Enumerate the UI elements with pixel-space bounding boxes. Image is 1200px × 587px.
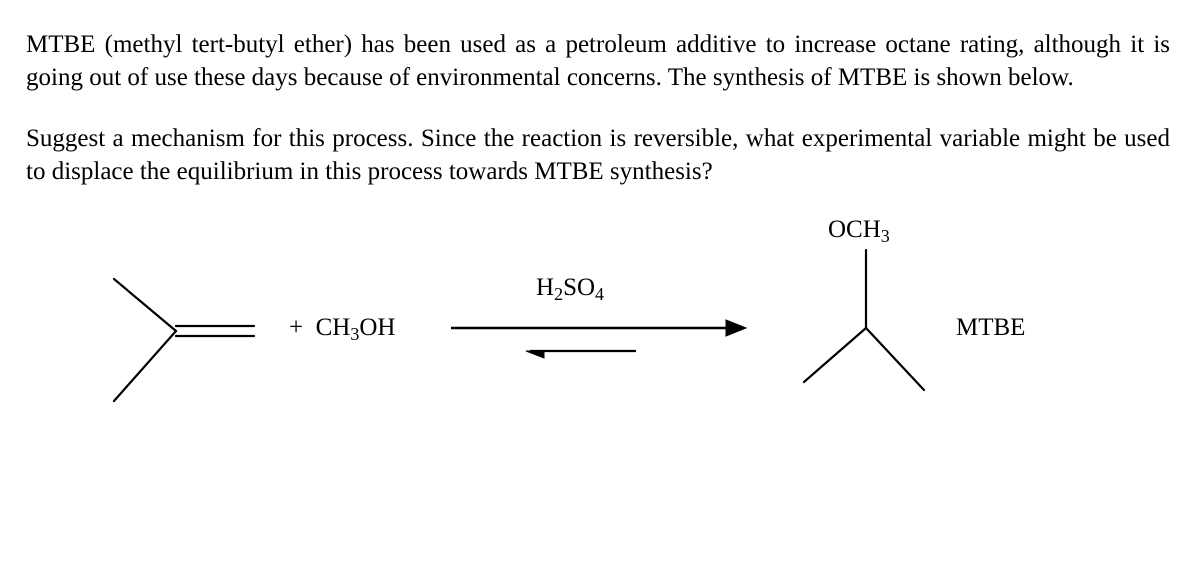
och3-label: OCH3	[828, 216, 890, 244]
product-name-label: MTBE	[956, 314, 1025, 342]
methanol-label: + CH3OH	[289, 314, 395, 342]
reverse-arrow	[526, 351, 636, 358]
reaction-scheme: + CH3OH H2SO4 OCH3 MTBE	[26, 216, 1166, 466]
isobutylene-structure	[114, 279, 254, 401]
question-paragraph: Suggest a mechanism for this process. Si…	[26, 122, 1170, 188]
page-root: MTBE (methyl tert-butyl ether) has been …	[0, 0, 1200, 466]
mtbe-structure	[804, 250, 924, 390]
forward-arrow	[451, 320, 746, 336]
intro-paragraph: MTBE (methyl tert-butyl ether) has been …	[26, 28, 1170, 94]
catalyst-label: H2SO4	[536, 274, 604, 302]
